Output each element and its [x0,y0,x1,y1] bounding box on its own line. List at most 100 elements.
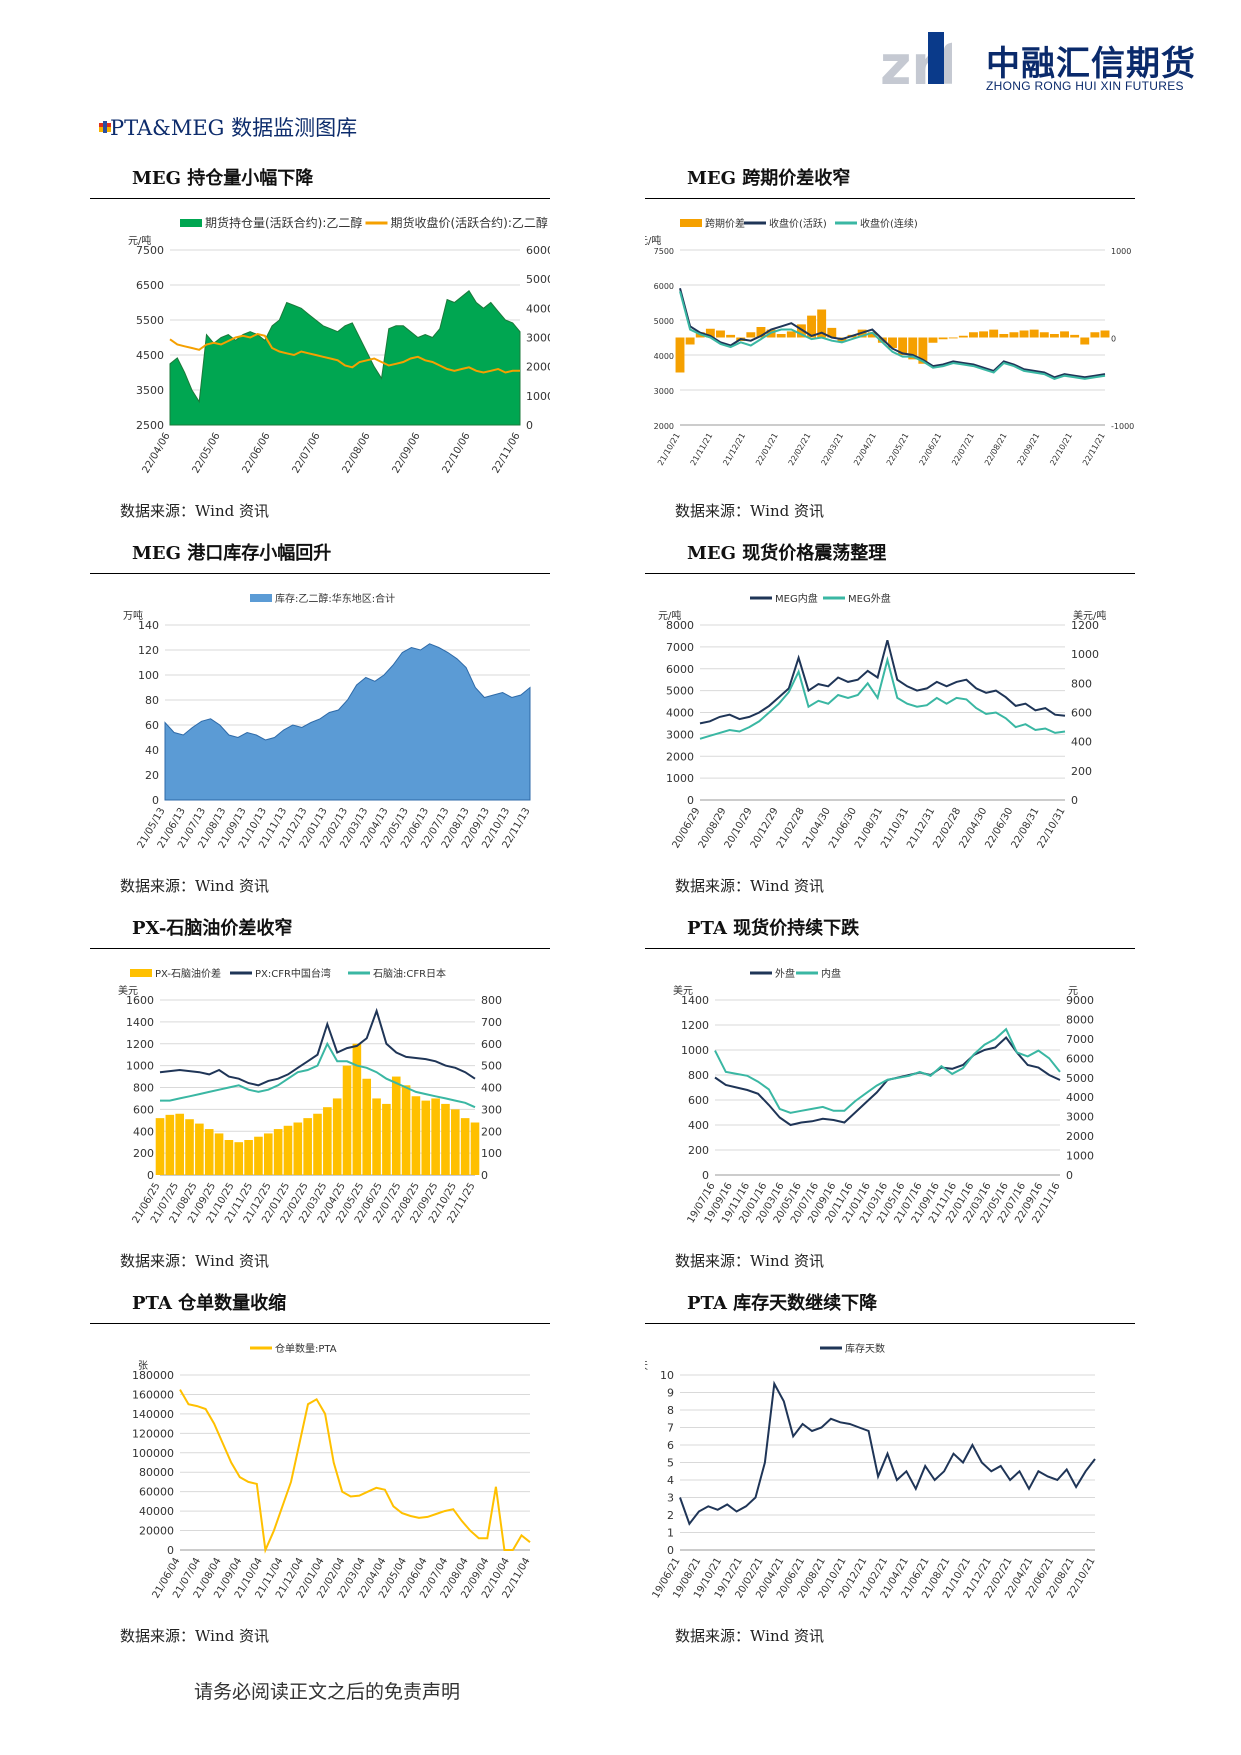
title-rule [645,198,1135,199]
data-bar [224,1140,234,1175]
x-tick-label: 22/11/21 [1081,432,1107,468]
chart-8: 库存天数天10987654321019/06/2119/08/2119/10/2… [645,1342,1098,1600]
x-tick-label: 21/11/21 [689,432,715,468]
x-tick-label: 22/04/06 [141,431,173,475]
chart-title: PTA 现货价持续下跌 [687,918,860,939]
x-tick-label: 22/06/21 [918,432,944,468]
y-tick-label: 3500 [136,384,164,397]
x-tick-label: 22/06/06 [241,431,273,475]
chart-source: 数据来源：Wind 资讯 [120,502,269,520]
chart-source: 数据来源：Wind 资讯 [675,502,824,520]
data-bar [332,1098,342,1175]
y2-tick-label: 7000 [1066,1033,1094,1046]
data-bar [928,337,938,343]
x-tick-label: 21/12/21 [721,432,747,468]
series-line [679,287,1106,379]
y-tick-label: 800 [133,1082,154,1095]
chart-3: 库存:乙二醇:华东地区:合计万吨14012010080604020021/05/… [123,592,533,850]
y-tick-label: 600 [133,1103,154,1116]
data-bar [214,1133,224,1175]
y-tick-label: 7000 [666,641,694,654]
data-bar [293,1122,303,1175]
data-bar [796,324,806,338]
y-tick-label: 40000 [139,1505,174,1518]
y-tick-label: 10 [660,1369,674,1382]
y2-tick-label: 1000 [1111,247,1131,256]
y-tick-label: 5000 [654,317,674,326]
data-bar [969,332,978,338]
data-bar [313,1113,322,1175]
left-unit-label: 张 [138,1360,148,1372]
y-tick-label: 3000 [666,728,694,741]
chart-title: PX-石脑油价差收窄 [132,918,293,939]
y2-tick-label: 800 [481,994,502,1007]
data-bar [254,1136,263,1175]
y2-tick-label: 500000 [526,273,550,286]
data-bar [1009,332,1019,338]
legend-label: 期货持仓量(活跃合约):乙二醇 [205,215,362,230]
series-line [699,640,1066,725]
y-tick-label: 0 [702,1169,709,1182]
title-rule [90,198,550,199]
x-tick-label: 22/02/21 [787,432,813,468]
title-rule [645,1323,1135,1324]
y2-tick-label: 800 [1071,677,1092,690]
legend-label: 库存:乙二醇:华东地区:合计 [275,592,395,605]
legend-label: MEG外盘 [848,592,891,605]
y2-tick-label: 0 [1066,1169,1073,1182]
y-tick-label: 9 [667,1387,674,1400]
legend-swatch [250,594,272,602]
y2-tick-label: 400 [1071,736,1092,749]
y2-tick-label: 100 [481,1147,502,1160]
y-tick-label: 8000 [666,619,694,632]
y-tick-label: 200 [688,1144,709,1157]
data-bar [244,1140,253,1175]
series-line [714,1027,1061,1114]
data-bar [867,332,877,338]
data-bar [352,1043,362,1175]
data-bar [273,1129,283,1175]
data-bar [1029,329,1039,338]
data-bar [705,328,715,338]
section-title: PTA&MEG 数据监测图库 [110,116,358,140]
y-tick-label: 8 [667,1404,674,1417]
chart-source: 数据来源：Wind 资讯 [120,1627,269,1645]
y-tick-label: 180000 [132,1369,174,1382]
legend-label: MEG内盘 [775,592,818,605]
y-tick-label: 400 [688,1119,709,1132]
series-line [160,1041,476,1109]
y2-tick-label: 100000 [526,390,550,403]
y-tick-label: 6 [667,1439,674,1452]
chart-title: MEG 跨期价差收窄 [687,168,851,189]
y-tick-label: 160000 [132,1388,174,1401]
y2-tick-label: 600 [481,1038,502,1051]
y-tick-label: 100 [138,669,159,682]
title-rule [90,573,550,574]
data-bar [827,327,837,338]
data-bar [411,1096,421,1175]
y-tick-label: 5000 [666,685,694,698]
y-tick-label: 20 [145,769,159,782]
data-bar [685,337,695,345]
company-logo-icon: zrf [880,32,952,92]
legend-label: PX:CFR中国台湾 [255,967,331,980]
y-tick-label: 100000 [132,1447,174,1460]
y-tick-label: 1200 [681,1019,709,1032]
data-bar [979,331,989,338]
y2-tick-label: 3000 [1066,1111,1094,1124]
legend-label: 收盘价(活跃) [769,217,827,230]
y-tick-label: 1600 [126,994,154,1007]
y2-tick-label: 5000 [1066,1072,1094,1085]
data-bar [1060,331,1069,338]
y-tick-label: 1000 [666,772,694,785]
y-tick-label: 5 [667,1457,674,1470]
logo-mark-bar [928,32,944,84]
y-tick-label: 7500 [654,247,674,256]
data-bar [204,1129,214,1175]
left-unit-label: 美元 [118,984,138,997]
y-tick-label: 0 [147,1169,154,1182]
data-bar [431,1098,440,1175]
data-bar [898,337,908,355]
